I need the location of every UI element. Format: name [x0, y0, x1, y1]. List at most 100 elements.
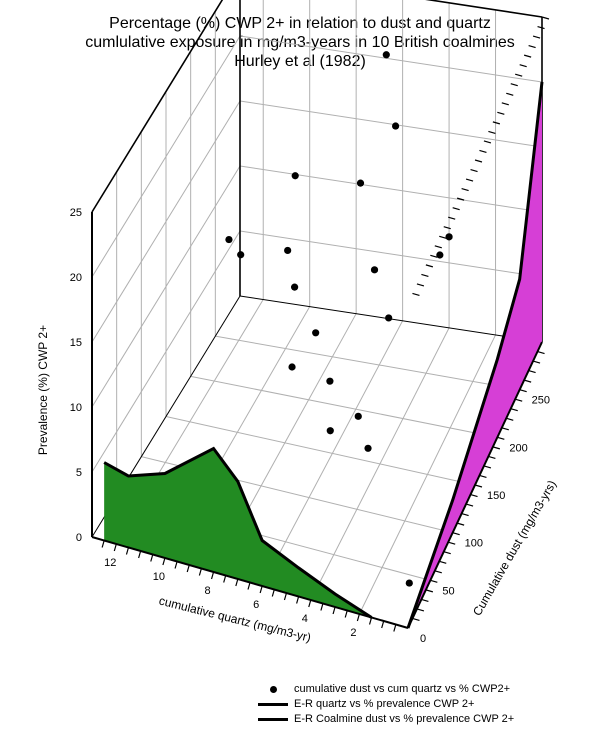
y-minor-tick [488, 455, 496, 459]
y-far-tick [537, 25, 545, 30]
y-minor-tick [510, 408, 518, 412]
title-line-3: Hurley et al (1982) [234, 53, 366, 70]
x-minor-tick [186, 564, 190, 573]
y-minor-tick [483, 465, 492, 469]
dust-response-area [408, 82, 542, 628]
scatter-point [370, 266, 379, 274]
scatter-points [225, 51, 453, 587]
y-far-tick [416, 283, 425, 287]
y-minor-tick [519, 389, 527, 393]
scatter-point [225, 235, 233, 244]
y-far-tick [452, 207, 460, 211]
x-tick-label: 12 [104, 557, 116, 569]
y-far-tick [425, 264, 434, 268]
y-tick-label: 50 [442, 585, 454, 597]
scatter-point [284, 246, 292, 255]
x-minor-tick [393, 624, 397, 632]
x-minor-tick [332, 606, 336, 615]
x-minor-tick [210, 571, 215, 580]
scatter-point [326, 377, 334, 385]
scatter-point [405, 579, 413, 587]
x-minor-tick [368, 617, 373, 625]
y-minor-tick [501, 427, 509, 431]
back-wall-grid-line [239, 100, 543, 148]
y-tick-label: 250 [532, 395, 550, 407]
legend-label: E-R quartz vs % prevalence CWP 2+ [294, 698, 475, 710]
response-fills [103, 81, 544, 629]
y-minor-tick [465, 503, 474, 507]
legend-item-scatter: cumulative dust vs cum quartz vs % CWP2+ [258, 682, 514, 697]
grid-lines [91, 0, 543, 615]
y-minor-tick [430, 579, 438, 583]
scatter-point [385, 314, 393, 322]
y-far-tick [532, 35, 541, 39]
scatter-point [364, 444, 372, 452]
y-far-tick [456, 197, 465, 201]
x-minor-tick [259, 585, 263, 594]
x-minor-tick [162, 557, 166, 566]
y-minor-tick [479, 474, 487, 479]
x-tick-label: 2 [350, 627, 356, 639]
floor-grid-line [165, 416, 476, 486]
x-minor-tick [198, 568, 202, 576]
legend-line-icon [258, 703, 288, 706]
box-edge [425, 0, 543, 18]
y-minor-tick [416, 608, 425, 612]
y-far-tick [443, 226, 451, 230]
z-tick-label: 15 [70, 337, 82, 349]
y-far-tick [412, 292, 420, 297]
scatter-point [382, 51, 390, 59]
y-minor-tick [452, 532, 460, 536]
legend: cumulative dust vs cum quartz vs % CWP2+… [258, 682, 514, 727]
y-far-tick [448, 216, 456, 220]
scatter-point [312, 329, 320, 337]
y-minor-tick [506, 417, 514, 421]
x-minor-tick [125, 547, 130, 555]
x-minor-tick [296, 596, 300, 604]
legend-label: E-R Coalmine dust vs % prevalence CWP 2+ [294, 713, 515, 725]
y-minor-tick [528, 370, 536, 374]
y-far-tick [510, 83, 518, 87]
x-axis-label: cumulative quartz (mg/m3-yr) [158, 593, 313, 644]
scatter-point [356, 179, 365, 187]
y-far-tick [439, 235, 447, 239]
y-far-tick [461, 188, 469, 192]
y-far-tick [523, 54, 532, 58]
y-minor-tick [470, 493, 478, 498]
y-far-tick [541, 16, 550, 20]
legend-dot-icon [270, 686, 277, 693]
y-minor-tick [439, 560, 447, 564]
y-minor-tick [434, 570, 442, 574]
y-far-tick [497, 111, 505, 115]
x-minor-tick [344, 610, 348, 618]
x-tick-label: 10 [153, 571, 165, 583]
scatter-point [436, 251, 444, 259]
x-minor-tick [356, 613, 360, 622]
y-minor-tick [537, 350, 545, 355]
y-far-tick [474, 159, 483, 163]
x-tick-label: 8 [204, 585, 210, 597]
x-minor-tick [101, 540, 105, 548]
y-tick-label: 0 [420, 633, 426, 645]
y-far-tick [430, 254, 438, 258]
y-minor-tick [497, 436, 505, 440]
y-minor-tick [448, 541, 456, 545]
axes [91, 16, 550, 632]
x-minor-tick [138, 550, 142, 559]
y-far-tick [501, 102, 509, 106]
y-far-tick [528, 45, 536, 49]
y-far-tick [519, 64, 527, 68]
x-tick-label: 6 [253, 599, 259, 611]
scatter-point [237, 251, 245, 259]
z-tick-label: 0 [76, 532, 82, 544]
quartz-response-area [104, 448, 372, 618]
z-tick-label: 25 [70, 207, 82, 219]
y-far-tick [483, 140, 492, 144]
back-wall-grid-line [239, 35, 543, 83]
scatter-point [354, 412, 362, 420]
z-tick-label: 5 [76, 467, 82, 479]
x-minor-tick [150, 554, 154, 562]
y-minor-tick [474, 484, 483, 488]
y-minor-tick [523, 379, 532, 383]
